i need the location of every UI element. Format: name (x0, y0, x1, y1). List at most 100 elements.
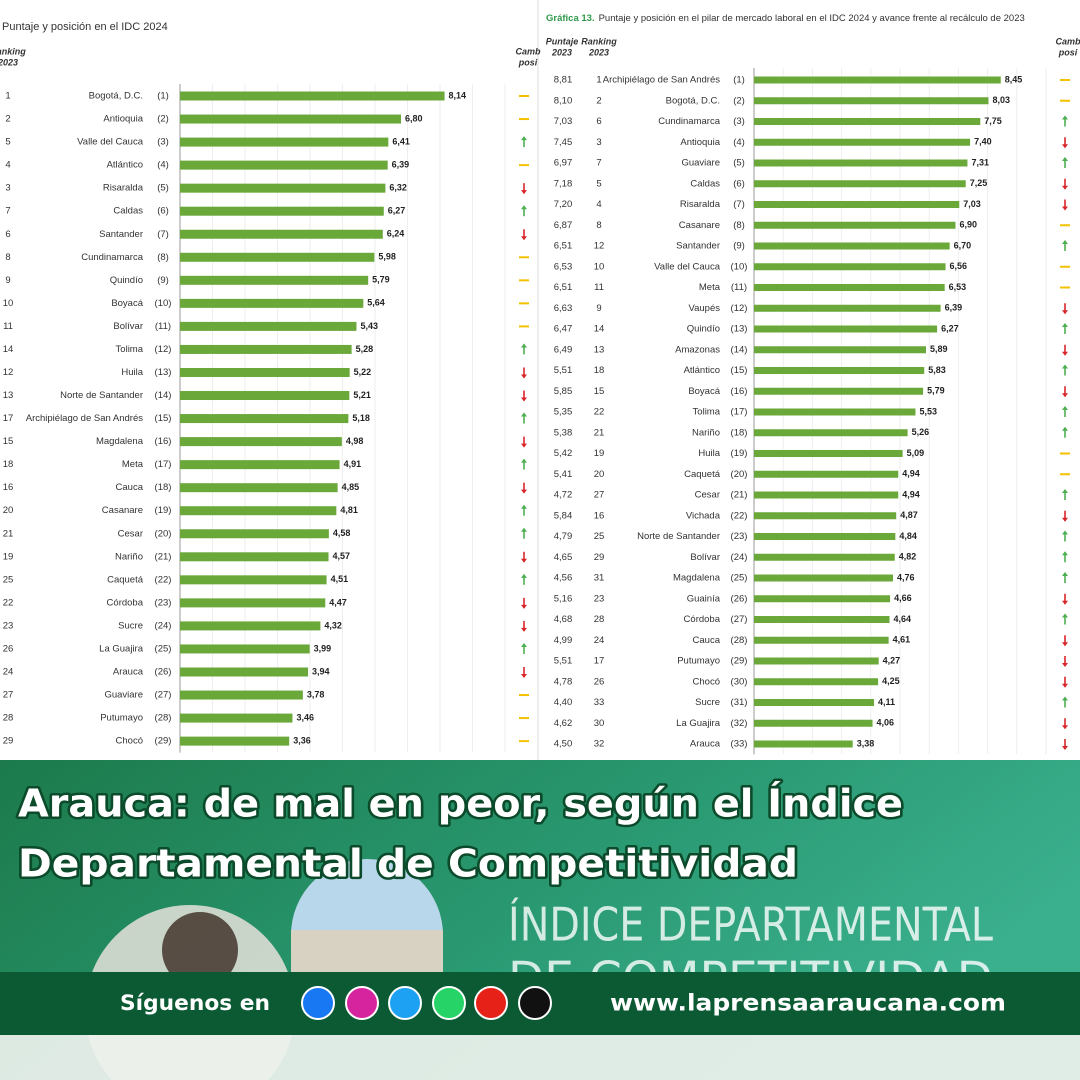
score-2023: 4,65 (554, 552, 573, 563)
change-arrow (1062, 240, 1068, 251)
rank-2024: (23) (731, 531, 748, 542)
value-label: 6,56 (950, 261, 968, 271)
youtube-icon[interactable] (474, 986, 508, 1020)
rank-2024: (8) (733, 220, 745, 231)
score-2023: 4,50 (554, 739, 573, 750)
change-arrow (1062, 613, 1068, 625)
rank-2024: (21) (155, 551, 172, 562)
change-arrow (1062, 386, 1068, 398)
bottom-strip (0, 1035, 1080, 1080)
rank-2023: 29 (3, 736, 14, 747)
rank-2023: 13 (3, 390, 14, 401)
category-label: Putumayo (100, 713, 143, 724)
column-header: Puntaje (546, 36, 579, 46)
change-arrow-head (521, 504, 527, 509)
rank-2024: (7) (733, 199, 745, 210)
website[interactable]: www.laprensaaraucana.com (610, 991, 1006, 1017)
bar (180, 91, 445, 101)
rank-2024: (16) (731, 386, 748, 397)
change-arrow-head (521, 236, 527, 241)
score-2023: 6,53 (554, 261, 573, 272)
bar (754, 304, 941, 312)
score-2023: 5,42 (554, 448, 573, 459)
rank-2024: (4) (733, 137, 745, 148)
value-label: 7,31 (971, 157, 989, 167)
rank-2024: (13) (155, 367, 172, 378)
tiktok-icon[interactable] (518, 986, 552, 1020)
rank-2023: 16 (594, 510, 605, 521)
rank-2024: (7) (157, 229, 169, 240)
value-label: 4,11 (878, 697, 895, 707)
rank-2023: 9 (5, 275, 10, 286)
rank-2024: (21) (731, 490, 748, 501)
change-arrow (521, 504, 527, 516)
value-label: 4,06 (877, 718, 895, 728)
rank-2024: (15) (731, 365, 748, 376)
change-arrow-head (521, 627, 527, 632)
score-2023: 6,51 (554, 282, 573, 293)
change-arrow-head (1062, 489, 1068, 493)
category-label: Caldas (113, 206, 143, 217)
bar (180, 598, 326, 608)
change-arrow-head (1062, 240, 1068, 244)
bar (754, 346, 926, 354)
change-arrow (521, 367, 527, 379)
change-arrow (521, 642, 527, 654)
rank-2024: (29) (155, 736, 172, 747)
whatsapp-icon[interactable] (432, 986, 466, 1020)
value-label: 6,27 (941, 323, 959, 333)
bar (754, 118, 981, 125)
score-2023: 5,16 (554, 593, 573, 604)
change-arrow-head (521, 604, 527, 609)
change-arrow (521, 229, 527, 241)
bar (180, 137, 389, 147)
change-arrow-head (521, 573, 527, 578)
change-arrow (521, 343, 527, 355)
rank-2024: (23) (155, 597, 172, 608)
value-label: 4,32 (324, 620, 342, 630)
rank-2023: 17 (594, 656, 605, 667)
category-label: Caquetá (684, 469, 721, 480)
rank-2024: (31) (731, 697, 748, 708)
score-2023: 5,51 (554, 656, 573, 667)
rank-2023: 2 (5, 114, 10, 125)
rank-2023: 2 (596, 95, 601, 106)
value-label: 5,79 (927, 386, 945, 396)
category-label: Tolima (116, 344, 144, 355)
value-label: 4,98 (346, 436, 364, 446)
rank-2024: (16) (155, 436, 172, 447)
value-label: 6,70 (954, 240, 972, 250)
value-label: 5,22 (354, 367, 372, 377)
change-arrow (1062, 199, 1068, 211)
category-label: Meta (122, 459, 144, 470)
change-arrow (521, 620, 527, 632)
twitter-icon[interactable] (388, 986, 422, 1020)
chart-title-prefix: Gráfica 13. (546, 13, 595, 24)
score-2023: 6,47 (554, 324, 573, 335)
rank-2024: (22) (731, 510, 748, 521)
column-header: Ranking (581, 36, 617, 46)
headline: Departamental de Competitividad (18, 842, 798, 886)
score-2023: 8,81 (554, 75, 573, 86)
change-arrow-head (1062, 613, 1068, 618)
category-label: Bolívar (690, 552, 720, 563)
rank-2023: 18 (594, 365, 605, 376)
category-label: Caldas (690, 178, 720, 189)
bar (754, 678, 879, 686)
change-arrow (1062, 696, 1068, 708)
change-arrow (1062, 635, 1068, 647)
bar (754, 450, 903, 457)
rank-2024: (2) (157, 114, 169, 125)
change-arrow (1062, 739, 1068, 750)
instagram-icon[interactable] (345, 986, 379, 1020)
rank-2024: (32) (731, 718, 748, 729)
rank-2024: (28) (731, 635, 748, 646)
change-arrow-head (1062, 206, 1068, 211)
facebook-icon[interactable] (301, 986, 335, 1020)
rank-2023: 25 (3, 574, 14, 585)
change-arrow-head (521, 558, 527, 563)
value-label: 3,94 (312, 666, 330, 676)
change-arrow-head (521, 642, 527, 647)
rank-2023: 12 (3, 367, 14, 378)
rank-2023: 1 (5, 91, 10, 102)
